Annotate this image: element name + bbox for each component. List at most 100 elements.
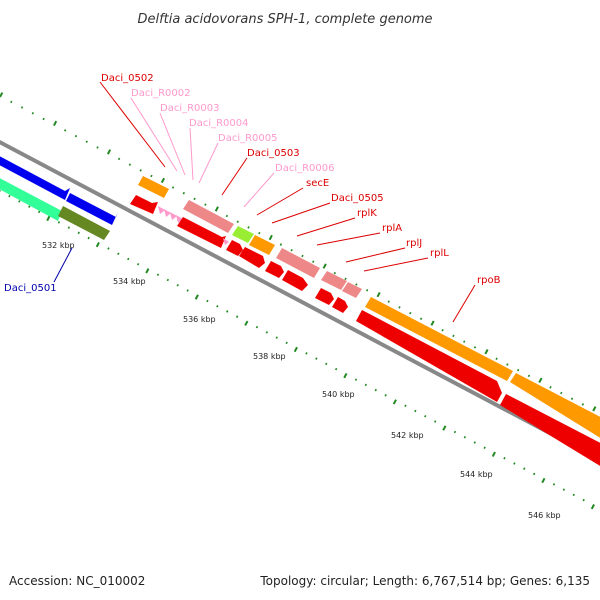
gene-salmon-4[interactable] — [342, 282, 362, 298]
outer-dot — [570, 397, 574, 400]
scale-tick — [334, 367, 338, 371]
outer-dot — [516, 368, 520, 372]
label-rpll: rplL — [430, 248, 449, 259]
gene-salmon-3[interactable] — [321, 271, 347, 290]
gene-rplk[interactable] — [265, 261, 284, 278]
scale-tick — [145, 268, 150, 274]
scale-tick — [483, 446, 486, 449]
scale-tick — [533, 472, 536, 476]
gene-orange-rpob[interactable] — [365, 297, 513, 381]
label-daci-0501: Daci_0501 — [4, 283, 57, 294]
connector-daci-r0003 — [159, 112, 186, 176]
label-rpla: rplA — [382, 223, 402, 234]
scale-tick — [166, 278, 170, 282]
outer-dot — [290, 249, 293, 252]
gene-rpob[interactable] — [356, 310, 502, 402]
scale-tick — [77, 231, 80, 235]
scale-tick — [136, 263, 140, 266]
gene-orange-1[interactable] — [138, 176, 169, 198]
label-daci-0505: Daci_0505 — [331, 193, 384, 204]
scale-tick — [325, 362, 328, 366]
outer-dot — [398, 306, 401, 309]
scale-tick — [442, 425, 447, 431]
gene-salmon-2[interactable] — [276, 248, 320, 278]
gene-rna-3[interactable] — [170, 212, 177, 220]
outer-dot — [279, 243, 283, 246]
scale-tick — [433, 420, 437, 423]
outer-dot — [322, 263, 327, 269]
gene-rna-1[interactable] — [158, 206, 165, 214]
cds-track — [130, 195, 600, 472]
scale-tick — [590, 504, 595, 510]
cog-track — [138, 176, 600, 444]
gene-olive-1[interactable] — [58, 206, 110, 240]
gene-orange-2[interactable] — [249, 235, 275, 255]
gene-blue-1[interactable] — [0, 151, 70, 200]
scale-label-544: 544 kbp — [460, 470, 493, 479]
scale-labels: 532 kbp 534 kbp 536 kbp 538 kbp 540 kbp … — [42, 241, 561, 520]
outer-dot — [225, 214, 229, 218]
label-rplk: rplK — [357, 208, 377, 219]
outer-dot — [106, 149, 112, 155]
outer-dot — [376, 291, 381, 298]
outer-dot — [182, 191, 185, 195]
scale-tick — [156, 273, 160, 277]
outer-dot — [42, 117, 45, 121]
gene-daci-0503[interactable] — [177, 217, 226, 248]
gene-rna-4[interactable] — [176, 215, 183, 223]
label-daci-0502: Daci_0502 — [101, 73, 154, 84]
gene-rna-5[interactable] — [223, 238, 229, 245]
outer-dot — [549, 386, 552, 389]
label-daci-r0003: Daci_R0003 — [160, 103, 220, 114]
scale-label-532: 532 kbp — [42, 241, 75, 250]
scale-tick — [392, 399, 397, 405]
gene-daci-0505[interactable] — [239, 247, 265, 268]
connector-daci-0505 — [271, 202, 331, 224]
outer-dot — [171, 186, 175, 189]
label-rplj: rplJ — [406, 238, 422, 249]
gene-rpll[interactable] — [332, 297, 348, 313]
gene-daci-0502[interactable] — [130, 195, 158, 214]
connector-rplk — [296, 217, 356, 237]
scale-tick — [293, 346, 298, 353]
connector-daci-0502 — [99, 81, 166, 168]
outer-dot — [193, 197, 196, 201]
scale-label-536: 536 kbp — [183, 315, 216, 324]
scale-tick — [107, 247, 110, 250]
gene-salmon-1[interactable] — [183, 200, 234, 233]
outer-dot — [268, 234, 273, 241]
outer-dot — [365, 288, 369, 292]
scale-tick — [37, 210, 41, 214]
gene-blue-2[interactable] — [66, 193, 118, 225]
gene-orange-rpoc[interactable] — [510, 373, 600, 444]
outer-dot — [409, 311, 412, 315]
scale-tick — [473, 441, 476, 444]
gene-rpla[interactable] — [282, 270, 308, 291]
outer-dot — [85, 140, 88, 144]
scale-tick — [572, 493, 575, 497]
scale-tick — [582, 498, 585, 502]
gene-aqua-1[interactable] — [0, 173, 62, 221]
scale-tick — [46, 215, 51, 222]
gene-sece[interactable] — [226, 240, 243, 256]
gene-rna-2[interactable] — [164, 209, 171, 217]
connector-daci-r0002 — [130, 97, 178, 172]
outer-dot — [204, 203, 207, 206]
connector-rplj — [345, 247, 406, 263]
gene-lime-1[interactable] — [232, 226, 254, 243]
scale-tick — [414, 409, 417, 413]
scale-tick — [404, 404, 407, 408]
outer-dot — [581, 403, 585, 406]
scale-tick — [87, 236, 90, 240]
outer-dot — [128, 163, 132, 166]
label-daci-r0002: Daci_R0002 — [131, 88, 191, 99]
outer-dot-track — [0, 92, 597, 412]
gene-rplj[interactable] — [315, 288, 334, 305]
outer-dot — [64, 129, 67, 132]
outer-dot — [0, 92, 4, 98]
scale-tick — [374, 388, 377, 392]
outer-dot — [247, 226, 250, 229]
scale-tick — [117, 252, 120, 256]
gene-rpoc[interactable] — [500, 394, 600, 472]
scale-tick — [343, 372, 348, 379]
